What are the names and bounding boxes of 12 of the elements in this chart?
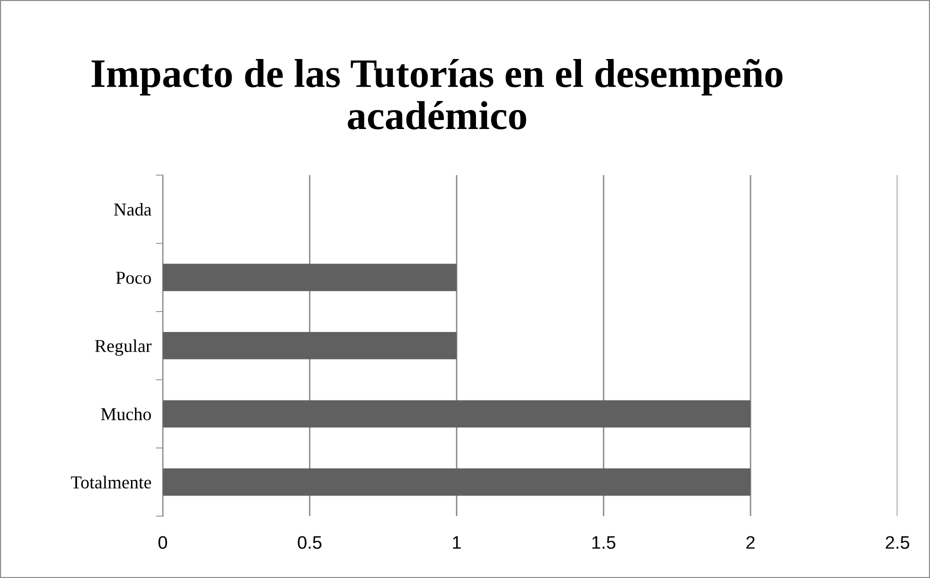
x-tick-label: 0.5 [298, 536, 322, 549]
x-tick-label: 1 [452, 536, 461, 549]
y-tick-label: Nada [114, 202, 152, 216]
chart-title: Impacto de las Tutorías en el desempeño académico [92, 58, 782, 130]
y-tick-label: Regular [95, 339, 152, 356]
x-tick-label: 1.5 [592, 536, 616, 549]
x-tick-label: 2.5 [886, 536, 910, 549]
y-tick-label: Poco [116, 272, 151, 284]
x-tick-label: 2 [746, 536, 755, 549]
y-tick-label: Totalmente [71, 476, 152, 488]
y-tick-label: Mucho [101, 408, 151, 420]
x-tick-label: 0 [158, 536, 168, 549]
